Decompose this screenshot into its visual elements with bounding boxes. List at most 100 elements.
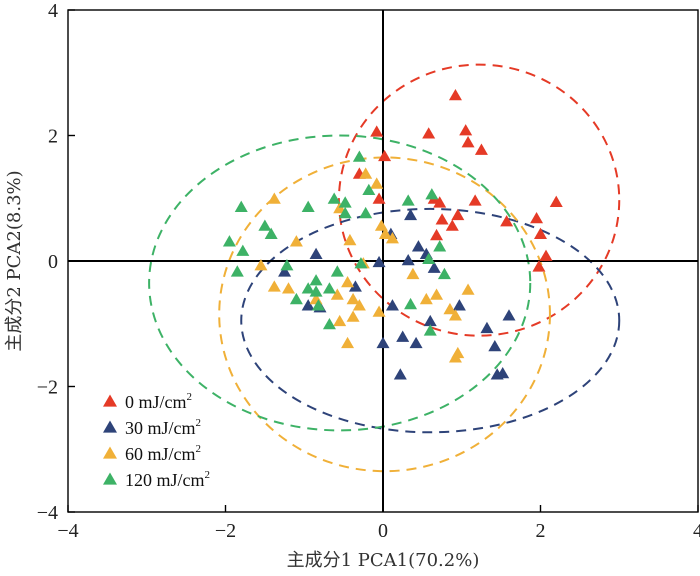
point-0 [539,249,553,261]
point-120 [338,196,352,208]
y-tick-label: 0 [48,251,58,273]
point-30 [480,321,494,334]
point-60 [282,282,295,294]
point-120 [437,267,451,280]
point-30 [348,280,362,292]
confidence-ellipse-30 [240,207,621,434]
point-60 [372,305,386,317]
legend: 0 mJ/cm2 30 mJ/cm2 60 mJ/cm2 120 mJ/cm2 [103,391,210,490]
point-30 [401,253,415,266]
point-120 [222,235,236,247]
point-0 [459,124,473,136]
point-120 [264,227,278,239]
point-30 [409,336,423,349]
point-120 [322,282,336,294]
legend-entry-120: 120 mJ/cm2 [125,469,210,490]
point-60 [352,299,366,311]
point-60 [374,219,388,231]
point-120 [280,259,294,271]
point-0 [378,149,392,162]
point-30 [423,314,437,327]
x-tick-label: 2 [536,520,546,542]
y-axis-title: 主成分2 PCA2(8.3%) [4,170,25,351]
point-60 [267,192,281,204]
legend-marker-30 [103,420,117,433]
confidence-ellipse-60 [218,156,551,473]
point-120 [330,265,344,277]
point-30 [396,330,410,342]
point-120 [234,200,248,212]
point-30 [376,336,390,349]
point-120 [338,206,352,219]
point-0 [549,195,563,207]
point-120 [301,282,315,294]
point-60 [385,232,399,244]
point-120 [230,265,244,277]
point-30 [488,339,502,352]
point-30 [393,368,407,380]
point-0 [372,192,386,204]
point-30 [490,368,504,380]
point-0 [530,211,544,224]
point-120 [322,317,336,330]
point-60 [289,235,303,247]
point-0 [468,194,482,206]
confidence-ellipse-0 [337,63,621,337]
point-0 [534,227,547,239]
point-30 [452,299,466,311]
point-30 [372,255,386,268]
point-60 [359,167,373,179]
point-120 [309,274,323,286]
legend-entry-0: 0 mJ/cm2 [125,391,192,412]
point-120 [362,183,376,196]
data-points [222,88,563,380]
point-0 [474,143,488,155]
point-60 [448,351,462,363]
point-0 [445,219,459,231]
point-60 [419,292,433,305]
point-120 [354,257,368,269]
y-tick-label: 4 [48,0,58,22]
legend-marker-60 [103,446,117,459]
point-120 [236,244,250,256]
point-60 [341,275,355,288]
point-0 [448,88,462,101]
point-0 [461,136,475,148]
point-120 [423,324,437,336]
point-0 [451,208,465,221]
point-30 [411,240,425,252]
point-30 [278,265,292,277]
point-120 [425,188,439,200]
point-60 [346,292,360,305]
legend-marker-120 [103,472,117,485]
confidence-ellipses [148,63,621,473]
y-tick-label: −4 [37,502,58,524]
x-tick-label: −2 [215,520,236,542]
point-120 [289,292,303,305]
point-120 [404,297,418,310]
point-0 [435,213,449,225]
point-30 [427,261,441,273]
x-tick-label: 4 [693,520,700,542]
point-0 [500,215,514,227]
axis-ticks: −4 −2 0 2 4 4 2 0 −2 −4 [37,0,700,542]
point-60 [333,314,347,327]
legend-entry-60: 60 mJ/cm2 [125,443,201,464]
point-60 [448,309,462,321]
point-120 [301,200,315,212]
point-30 [385,299,399,311]
point-120 [352,150,366,162]
point-60 [346,310,360,322]
point-120 [327,192,341,204]
point-60 [330,288,344,300]
point-120 [401,194,415,206]
point-120 [433,240,447,252]
point-0 [433,196,447,208]
x-axis-title: 主成分1 PCA1(70.2%) [287,550,480,571]
point-60 [406,267,420,280]
point-120 [309,285,323,297]
point-0 [422,127,436,139]
point-120 [258,219,272,231]
point-0 [430,228,444,241]
y-tick-label: −2 [37,377,58,399]
